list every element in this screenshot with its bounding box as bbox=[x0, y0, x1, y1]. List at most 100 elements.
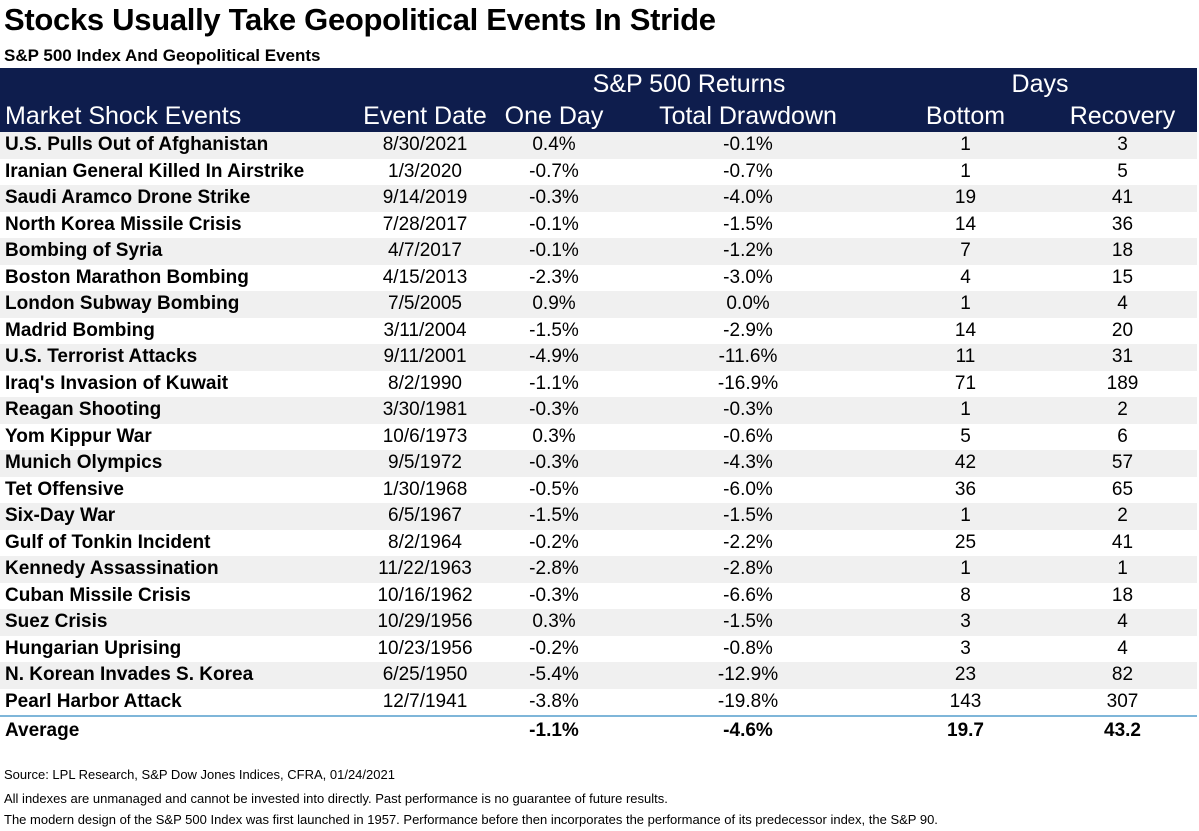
cell-bottom: 4 bbox=[960, 266, 971, 288]
table-row: Munich Olympics 9/5/1972 -0.3% -4.3% 42 57 bbox=[0, 450, 1197, 477]
cell-recovery: 36 bbox=[1111, 213, 1134, 235]
cell-event: London Subway Bombing bbox=[0, 291, 355, 318]
cell-drawdown: -2.2% bbox=[723, 531, 773, 553]
table-row: Bombing of Syria 4/7/2017 -0.1% -1.2% 7 18 bbox=[0, 238, 1197, 265]
cell-event: Munich Olympics bbox=[0, 450, 355, 477]
disclaimer: All indexes are unmanaged and cannot be … bbox=[4, 791, 668, 806]
cell-drawdown: -1.2% bbox=[613, 238, 883, 265]
source-note: Source: LPL Research, S&P Dow Jones Indi… bbox=[4, 767, 395, 782]
cell-drawdown: 0.0% bbox=[613, 291, 883, 318]
cell-bottom: 3 bbox=[883, 609, 1048, 636]
index-note: The modern design of the S&P 500 Index w… bbox=[4, 812, 938, 827]
cell-recovery: 82 bbox=[1048, 662, 1197, 689]
cell-recovery: 6 bbox=[1117, 425, 1128, 447]
cell-one-day: -3.8% bbox=[495, 688, 613, 717]
cell-drawdown: -6.6% bbox=[723, 584, 773, 606]
cell-recovery: 41 bbox=[1048, 185, 1197, 212]
table-row: Iranian General Killed In Airstrike 1/3/2… bbox=[0, 159, 1197, 186]
cell-event: Kennedy Assassination bbox=[0, 556, 355, 583]
cell-bottom: 14 bbox=[954, 213, 977, 235]
table-row: Tet Offensive 1/30/1968 -0.5% -6.0% 36 65 bbox=[0, 477, 1197, 504]
cell-recovery: 31 bbox=[1048, 344, 1197, 371]
table-row: Pearl Harbor Attack 12/7/1941 -3.8% -19.8% 1… bbox=[0, 688, 1197, 717]
cell-bottom: 143 bbox=[883, 688, 1048, 717]
table-row: Madrid Bombing 3/11/2004 -1.5% -2.9% 14 20 bbox=[0, 318, 1197, 345]
cell-recovery: 18 bbox=[1048, 238, 1197, 265]
page-subtitle: S&P 500 Index And Geopolitical Events bbox=[4, 46, 321, 65]
cell-one-day: -1.1% bbox=[529, 720, 579, 741]
cell-drawdown: -1.5% bbox=[613, 503, 883, 530]
cell-date: 8/30/2021 bbox=[355, 132, 495, 159]
cell-bottom: 25 bbox=[954, 531, 977, 553]
cell-recovery: 4 bbox=[1117, 637, 1128, 659]
cell-event: Yom Kippur War bbox=[5, 425, 152, 447]
cell-drawdown: -2.8% bbox=[613, 556, 883, 583]
cell-recovery: 3 bbox=[1048, 132, 1197, 159]
cell-date: 3/30/1981 bbox=[355, 397, 495, 424]
cell-event: Pearl Harbor Attack bbox=[0, 688, 355, 717]
cell-date: 6/25/1950 bbox=[355, 662, 495, 689]
cell-event: Average bbox=[5, 720, 80, 741]
group-header-blank bbox=[0, 68, 495, 100]
cell-recovery: 307 bbox=[1048, 688, 1197, 717]
table-row: Six-Day War 6/5/1967 -1.5% -1.5% 1 2 bbox=[0, 503, 1197, 530]
cell-bottom: 8 bbox=[960, 584, 971, 606]
cell-bottom: 7 bbox=[883, 238, 1048, 265]
cell-recovery: 2 bbox=[1048, 397, 1197, 424]
cell-recovery: 65 bbox=[1111, 478, 1134, 500]
cell-one-day: 0.4% bbox=[495, 132, 613, 159]
page-title: Stocks Usually Take Geopolitical Events … bbox=[4, 2, 716, 37]
cell-bottom: 1 bbox=[883, 503, 1048, 530]
cell-drawdown: -0.1% bbox=[613, 132, 883, 159]
cell-date: 1/30/1968 bbox=[382, 478, 468, 500]
cell-drawdown: -19.8% bbox=[613, 688, 883, 717]
column-header-date: Event Date bbox=[355, 100, 495, 132]
cell-event: Suez Crisis bbox=[0, 609, 355, 636]
cell-date: 7/5/2005 bbox=[355, 291, 495, 318]
cell-date: 12/7/1941 bbox=[355, 688, 495, 717]
table-row: N. Korean Invades S. Korea 6/25/1950 -5.4%… bbox=[0, 662, 1197, 689]
cell-date: 8/2/1990 bbox=[388, 372, 462, 394]
cell-event: Cuban Missile Crisis bbox=[5, 584, 191, 606]
cell-drawdown: -4.3% bbox=[613, 450, 883, 477]
cell-bottom: 1 bbox=[883, 291, 1048, 318]
cell-drawdown: -0.8% bbox=[723, 637, 773, 659]
column-header-row: Market Shock Events Event Date One Day T… bbox=[0, 100, 1197, 132]
table-row: Boston Marathon Bombing 4/15/2013 -2.3% -3.… bbox=[0, 265, 1197, 292]
table-row: U.S. Pulls Out of Afghanistan 8/30/2021 0.… bbox=[0, 132, 1197, 159]
cell-one-day: 0.3% bbox=[532, 425, 576, 447]
cell-one-day: -0.3% bbox=[529, 584, 579, 606]
cell-recovery: 5 bbox=[1117, 160, 1128, 182]
cell-recovery: 43.2 bbox=[1104, 720, 1141, 741]
cell-drawdown: -1.5% bbox=[723, 213, 773, 235]
cell-recovery: 2 bbox=[1048, 503, 1197, 530]
column-header-one-day: One Day bbox=[495, 100, 613, 132]
table-row: Kennedy Assassination 11/22/1963 -2.8% -2.8… bbox=[0, 556, 1197, 583]
cell-bottom: 19 bbox=[883, 185, 1048, 212]
table-row: Gulf of Tonkin Incident 8/2/1964 -0.2% -2.2… bbox=[0, 530, 1197, 557]
cell-drawdown: -11.6% bbox=[613, 344, 883, 371]
events-table: S&P 500 Returns Days Market Shock Events… bbox=[0, 68, 1197, 745]
cell-recovery: 18 bbox=[1111, 584, 1134, 606]
cell-one-day: 0.3% bbox=[495, 609, 613, 636]
cell-bottom: 42 bbox=[883, 450, 1048, 477]
cell-bottom: 36 bbox=[954, 478, 977, 500]
cell-event: Hungarian Uprising bbox=[5, 637, 182, 659]
cell-event: North Korea Missile Crisis bbox=[5, 213, 242, 235]
cell-event: Reagan Shooting bbox=[0, 397, 355, 424]
cell-event: Iranian General Killed In Airstrike bbox=[5, 160, 305, 182]
cell-one-day: -2.3% bbox=[529, 266, 579, 288]
table-row: Saudi Aramco Drone Strike 9/14/2019 -0.3% -… bbox=[0, 185, 1197, 212]
cell-event: Tet Offensive bbox=[5, 478, 124, 500]
cell-recovery: 41 bbox=[1111, 531, 1134, 553]
table-row: Reagan Shooting 3/30/1981 -0.3% -0.3% 1 2 bbox=[0, 397, 1197, 424]
cell-one-day: -1.5% bbox=[529, 319, 579, 341]
cell-one-day: -0.3% bbox=[495, 185, 613, 212]
cell-one-day: -0.1% bbox=[495, 238, 613, 265]
cell-one-day: -0.7% bbox=[529, 160, 579, 182]
cell-one-day: -1.1% bbox=[529, 372, 579, 394]
cell-recovery: 4 bbox=[1048, 291, 1197, 318]
cell-drawdown: -1.5% bbox=[613, 609, 883, 636]
cell-date: 7/28/2017 bbox=[382, 213, 468, 235]
cell-one-day: -0.2% bbox=[529, 637, 579, 659]
